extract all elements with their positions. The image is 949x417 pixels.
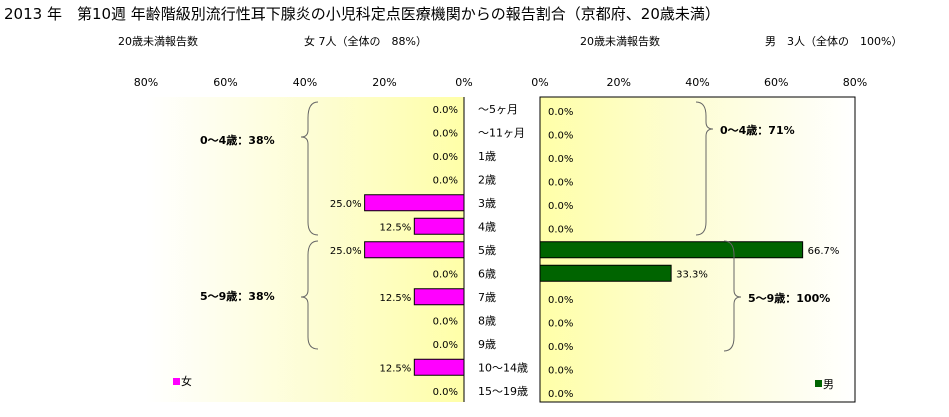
- female-bar: [413, 217, 465, 235]
- male-data-label: 0.0%: [548, 318, 573, 329]
- male-axis-tick-label: 40%: [685, 76, 709, 89]
- male-data-label: 0.0%: [548, 177, 573, 188]
- male-data-label: 33.3%: [676, 269, 708, 280]
- age-category-label: 15～19歳: [478, 385, 528, 398]
- female-axis-tick-label: 0%: [455, 76, 472, 89]
- age-category-label: 3歳: [478, 197, 496, 210]
- age-category-label: ～5ヶ月: [478, 103, 518, 116]
- male-axis-tick-label: 60%: [764, 76, 788, 89]
- male-count-value: 男 3人（全体の 100%）: [765, 35, 903, 48]
- age-category-label: 4歳: [478, 220, 496, 233]
- female-legend-swatch: [173, 378, 180, 385]
- age-category-label: 7歳: [478, 291, 496, 304]
- female-bracket-0-4: [300, 101, 319, 236]
- page-title: 2013 年 第10週 年齢階級別流行性耳下腺炎の小児科定点医療機関からの報告割…: [4, 5, 720, 23]
- male-group-label-0-4: 0～4歳：71%: [720, 123, 795, 137]
- age-category-label: 2歳: [478, 173, 496, 186]
- female-data-label: 25.0%: [330, 199, 362, 210]
- male-bars: [539, 241, 804, 282]
- age-category-labels: ～5ヶ月 ～11ヶ月 1歳 2歳 3歳 4歳 5歳 6歳 7歳 8歳 9歳 10～14歳 15～19歳: [478, 103, 528, 398]
- female-bar: [364, 194, 465, 212]
- male-bracket-5-9: [723, 240, 742, 352]
- female-data-label: 12.5%: [380, 222, 412, 233]
- male-legend-swatch: [815, 380, 822, 387]
- male-data-label: 0.0%: [548, 107, 573, 118]
- female-data-label: 0.0%: [433, 128, 458, 139]
- female-data-label: 0.0%: [433, 340, 458, 351]
- female-bar: [413, 288, 465, 306]
- female-bar: [364, 241, 465, 259]
- female-axis-ticks: 80% 60% 40% 20% 0%: [134, 76, 473, 89]
- male-data-label: 0.0%: [548, 201, 573, 212]
- female-data-label: 0.0%: [433, 269, 458, 280]
- age-category-label: 6歳: [478, 267, 496, 280]
- female-data-labels: 0.0% 0.0% 0.0% 0.0% 25.0% 12.5% 25.0% 0.0% 12.5%…: [330, 105, 458, 398]
- male-data-label: 0.0%: [548, 130, 573, 141]
- female-axis-tick-label: 20%: [372, 76, 396, 89]
- male-data-labels: 0.0% 0.0% 0.0% 0.0% 0.0% 0.0% 66.7% 33.3% 0.0% 0.…: [548, 107, 839, 400]
- female-data-label: 0.0%: [433, 387, 458, 398]
- female-bars: [364, 194, 465, 376]
- male-bracket-0-4: [695, 101, 714, 236]
- male-group-label-5-9: 5～9歳：100%: [748, 291, 830, 305]
- male-axis-tick-label: 20%: [607, 76, 631, 89]
- female-count-value: 女 7人（全体の 88%）: [304, 35, 427, 48]
- male-bar: [539, 241, 804, 259]
- male-data-label: 0.0%: [548, 295, 573, 306]
- female-data-label: 12.5%: [380, 363, 412, 374]
- age-category-label: 9歳: [478, 338, 496, 351]
- female-group-label-0-4: 0～4歳：38%: [200, 133, 275, 147]
- age-category-label: ～11ヶ月: [478, 126, 525, 139]
- male-data-label: 0.0%: [548, 389, 573, 400]
- male-data-label: 0.0%: [548, 154, 573, 165]
- male-data-label: 0.0%: [548, 342, 573, 353]
- age-category-label: 1歳: [478, 150, 496, 163]
- female-count-label: 20歳未満報告数: [118, 35, 198, 48]
- female-data-label: 0.0%: [433, 316, 458, 327]
- male-bar: [539, 264, 672, 282]
- female-bar: [413, 358, 465, 376]
- female-legend-label: 女: [181, 374, 192, 388]
- female-axis-tick-label: 80%: [134, 76, 158, 89]
- male-data-label: 0.0%: [548, 365, 573, 376]
- male-count-label: 20歳未満報告数: [580, 35, 660, 48]
- female-data-label: 25.0%: [330, 246, 362, 257]
- female-data-label: 12.5%: [380, 293, 412, 304]
- female-axis-tick-label: 60%: [213, 76, 237, 89]
- age-category-label: 10～14歳: [478, 361, 528, 374]
- female-bracket-5-9: [300, 240, 319, 350]
- age-category-label: 5歳: [478, 244, 496, 257]
- male-axis-ticks: 0% 20% 40% 60% 80%: [531, 76, 867, 89]
- male-data-label: 66.7%: [808, 246, 840, 257]
- male-legend-label: 男: [823, 378, 834, 391]
- age-category-label: 8歳: [478, 314, 496, 327]
- male-axis-tick-label: 80%: [843, 76, 867, 89]
- female-data-label: 0.0%: [433, 105, 458, 116]
- male-axis-tick-label: 0%: [531, 76, 548, 89]
- female-axis-tick-label: 40%: [293, 76, 317, 89]
- male-data-label: 0.0%: [548, 224, 573, 235]
- female-data-label: 0.0%: [433, 152, 458, 163]
- female-data-label: 0.0%: [433, 175, 458, 186]
- female-group-label-5-9: 5～9歳：38%: [200, 289, 275, 303]
